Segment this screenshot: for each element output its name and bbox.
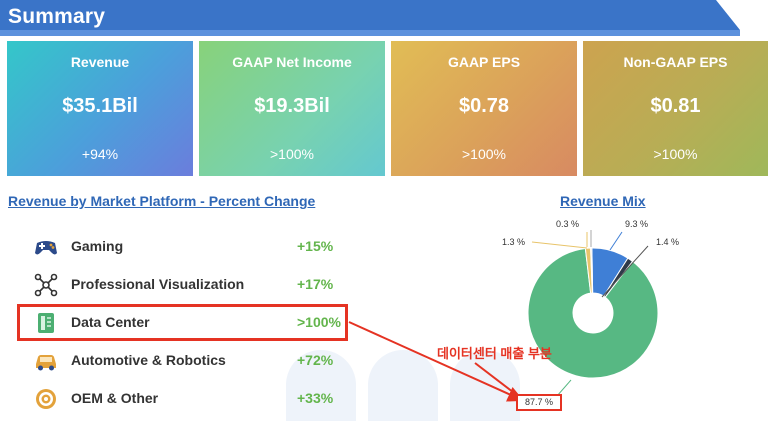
card-value: $0.78 bbox=[458, 95, 510, 117]
pie-label-9-3: 9.3 % bbox=[625, 219, 649, 229]
platform-change: >100% bbox=[297, 314, 341, 330]
annotation-arrow bbox=[474, 362, 523, 400]
platform-name: Gaming bbox=[71, 238, 124, 254]
target-icon bbox=[33, 386, 59, 412]
leader-line bbox=[556, 379, 572, 397]
platform-name: Automotive & Robotics bbox=[71, 352, 226, 368]
card-label: GAAP EPS bbox=[447, 54, 521, 70]
card-value: $35.1Bil bbox=[62, 95, 138, 117]
platform-row-oem-other: OEM & Other +33% bbox=[30, 384, 350, 414]
summary-header-bar: Summary bbox=[0, 0, 740, 36]
card-change: >100% bbox=[462, 146, 506, 162]
platform-name: Professional Visualization bbox=[71, 276, 245, 292]
platform-row-gaming: Gaming +15% bbox=[30, 232, 350, 262]
platform-section-title[interactable]: Revenue by Market Platform - Percent Cha… bbox=[8, 193, 316, 209]
revenue-card: Revenue $35.1Bil +94% bbox=[7, 41, 193, 176]
card-change: +94% bbox=[81, 146, 119, 162]
pie-label-1-4: 1.4 % bbox=[656, 237, 680, 247]
card-label: GAAP Net Income bbox=[232, 54, 352, 70]
card-value: $19.3Bil bbox=[254, 95, 330, 117]
annotation-arrow bbox=[348, 321, 524, 402]
platform-change: +72% bbox=[297, 352, 334, 368]
card-label: Revenue bbox=[70, 54, 130, 70]
non-gaap-eps-card: Non-GAAP EPS $0.81 >100% bbox=[583, 41, 768, 176]
platform-row-professional-visualization: Professional Visualization +17% bbox=[30, 270, 350, 300]
gaap-net-income-card: GAAP Net Income $19.3Bil >100% bbox=[199, 41, 385, 176]
platform-change: +33% bbox=[297, 390, 334, 406]
server-rack-icon bbox=[33, 310, 59, 336]
platform-change: +17% bbox=[297, 276, 334, 292]
gamepad-icon bbox=[33, 234, 59, 260]
platform-change: +15% bbox=[297, 238, 334, 254]
platform-name: OEM & Other bbox=[71, 390, 159, 406]
page-title: Summary bbox=[8, 5, 106, 28]
network-nodes-icon bbox=[33, 272, 59, 298]
gaap-eps-card: GAAP EPS $0.78 >100% bbox=[391, 41, 577, 176]
data-center-annotation: 데이터센터 매출 부분 bbox=[437, 346, 552, 361]
leader-line bbox=[609, 231, 623, 251]
leader-line bbox=[531, 241, 588, 249]
card-change: >100% bbox=[653, 146, 698, 162]
data-center-highlight-box bbox=[17, 304, 348, 341]
watermark-shape bbox=[286, 350, 356, 421]
pie-label-1-3: 1.3 % bbox=[502, 237, 526, 247]
header-accent-stripe bbox=[0, 30, 740, 36]
platform-row-data-center: Data Center >100% bbox=[30, 308, 350, 338]
card-change: >100% bbox=[270, 146, 314, 162]
slice-gaming bbox=[590, 247, 594, 294]
pie-label-0-3: 0.3 % bbox=[556, 219, 580, 229]
card-value: $0.81 bbox=[650, 95, 701, 117]
card-label: Non-GAAP EPS bbox=[623, 54, 728, 70]
car-icon bbox=[33, 348, 59, 374]
slice-data-center bbox=[527, 247, 659, 379]
watermark-shape bbox=[450, 350, 520, 421]
revenue-mix-title[interactable]: Revenue Mix bbox=[560, 193, 646, 209]
leader-line bbox=[601, 245, 649, 298]
platform-name: Data Center bbox=[71, 314, 150, 330]
platform-row-automotive-robotics: Automotive & Robotics +72% bbox=[30, 346, 350, 376]
watermark-shape bbox=[368, 350, 438, 421]
pie-label-87-7: 87.7 % bbox=[516, 394, 562, 411]
